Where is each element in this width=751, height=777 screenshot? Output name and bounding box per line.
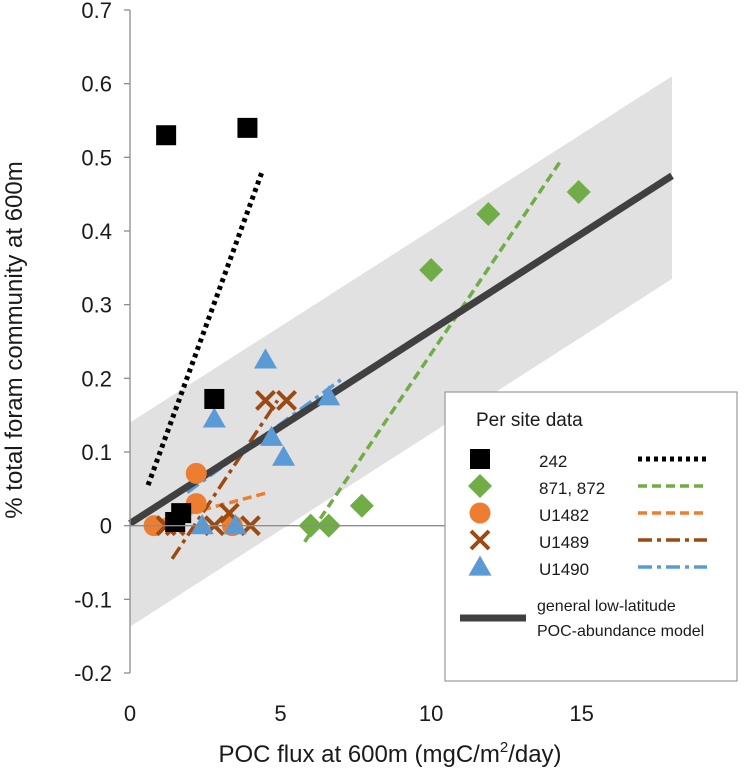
y-tick-label: 0.3 [81,293,112,318]
legend-label-1: 242 [539,452,567,471]
legend-marker-4 [469,529,491,551]
y-tick-label: 0.5 [81,145,112,170]
legend: Per site data 242 871, 872 U1482 U1489 U1490… [444,391,738,682]
data-point-2-5 [476,202,501,227]
legend-marker-2 [468,474,492,498]
legend-marker-5 [468,555,492,576]
y-tick-label: -0.2 [74,661,112,686]
legend-label-5: U1490 [539,560,589,579]
legend-label-2: 871, 872 [539,479,605,498]
data-markers [143,117,591,538]
model-line [128,172,674,527]
x-tick-label: 5 [274,701,286,726]
x-tick-label: 15 [569,701,593,726]
data-point-5-6 [272,445,296,466]
data-point-1-2 [237,117,258,138]
legend-label-4: U1489 [539,533,589,552]
x-axis-label: POC flux at 600m (mgC/m2/day) [218,739,561,768]
legend-marker-1 [470,449,490,469]
data-point-4-6 [255,390,276,411]
data-point-5-2 [202,407,226,428]
data-point-5-5 [260,425,284,446]
data-point-5-7 [317,385,341,406]
legend-title: Per site data [476,410,583,431]
x-tick-label: 10 [419,701,443,726]
legend-marker-3 [469,502,491,524]
data-point-1-5 [165,511,186,532]
y-tick-label: 0.6 [81,72,112,97]
y-tick-label: 0.4 [81,219,112,244]
y-tick-label: 0.2 [81,366,112,391]
trend-line-4 [170,399,280,560]
y-tick-label: 0 [100,514,112,539]
data-point-4-7 [276,390,297,411]
data-point-2-6 [566,179,591,204]
trend-line-2 [303,160,563,543]
data-point-2-3 [349,493,374,518]
data-point-3-2 [185,462,207,484]
y-tick-label: -0.1 [74,587,112,612]
data-point-2-4 [419,258,444,283]
data-point-1-3 [204,388,225,409]
y-tick-labels: -0.2 -0.1 0 0.1 0.2 0.3 0.4 0.5 0.6 0.7 [74,0,112,686]
data-point-1-1 [156,125,177,146]
data-point-5-4 [254,348,277,369]
x-tick-labels: 0 5 10 15 [124,701,594,726]
legend-entries: 242 871, 872 U1482 U1489 U1490 [468,449,707,579]
x-tick-label: 0 [124,701,136,726]
data-point-5-1 [190,514,214,535]
y-tick-label: 0.7 [81,0,112,23]
legend-box [444,391,738,682]
data-point-5-3 [223,514,247,535]
legend-model-label-line1: general low-latitude [537,598,676,615]
legend-label-3: U1482 [539,506,589,525]
y-tick-label: 0.1 [81,440,112,465]
y-axis-label: % total foram community at 600m [1,161,28,518]
legend-model-label-line2: POC-abundance model [537,623,704,640]
